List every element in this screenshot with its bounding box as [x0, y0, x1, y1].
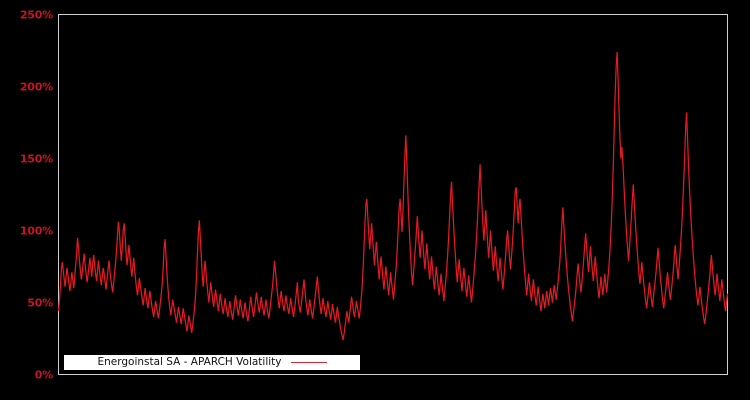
y-axis-tick-labels: 0% 50% 100% 150% 200% 250%	[0, 0, 53, 400]
y-tick-label: 200%	[19, 80, 53, 93]
legend[interactable]: Energoinstal SA - APARCH Volatility	[64, 355, 360, 370]
legend-label: Energoinstal SA - APARCH Volatility	[97, 356, 282, 369]
plot-frame	[58, 14, 728, 375]
y-tick-label: 250%	[19, 8, 53, 21]
y-tick-label: 100%	[19, 224, 53, 237]
y-tick-label: 0%	[34, 368, 53, 381]
legend-line-sample	[290, 362, 327, 363]
volatility-series-group	[57, 51, 729, 341]
y-tick-label: 150%	[19, 152, 53, 165]
volatility-series-line	[57, 51, 729, 341]
y-tick-label: 50%	[27, 296, 53, 309]
